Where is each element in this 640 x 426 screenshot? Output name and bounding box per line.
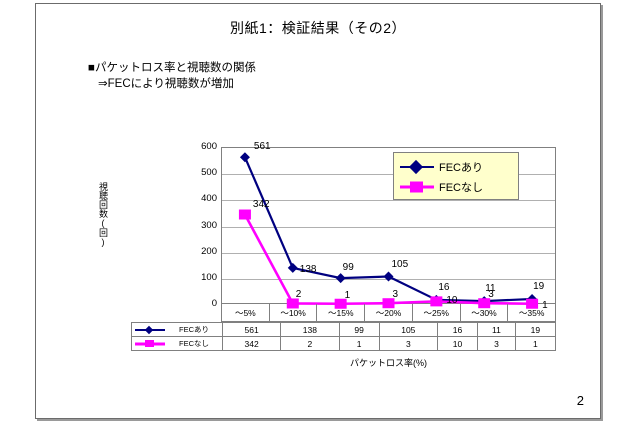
data-point-label: 19 — [533, 281, 545, 293]
legend-item-fec-on: FECあり — [400, 159, 483, 175]
table-cell: 19 — [514, 322, 557, 337]
data-point-label: 342 — [252, 198, 270, 210]
legend-item-fec-off: FECなし — [400, 179, 483, 195]
page-title: 別紙1：検証結果（その2） — [229, 20, 407, 36]
page-number: 2 — [576, 393, 584, 408]
data-point-marker — [430, 296, 443, 307]
table-cell: 11 — [477, 322, 516, 337]
chart-legend: FECあり FECなし — [393, 152, 519, 200]
table-row-label: FECあり — [131, 322, 223, 337]
data-table: FECあり 561 138 99 105 16 11 19 FECなし 342 2 1 3 10 3 1 — [131, 322, 557, 351]
table-row: FECなし 342 2 1 3 10 3 1 — [131, 336, 557, 351]
y-tick-label: 600 — [201, 141, 217, 152]
table-row: FECあり 561 138 99 105 16 11 19 — [131, 322, 557, 337]
table-cell: 16 — [436, 322, 479, 337]
table-cell: 561 — [221, 322, 282, 337]
table-cell: 1 — [514, 336, 557, 351]
y-axis-title: 視聴回数(回) — [98, 182, 108, 247]
data-point-label: 16 — [438, 281, 450, 293]
subtitle-block: ■パケットロス率と視聴数の関係 ⇒FECにより視聴数が増加 — [88, 60, 256, 92]
x-tick-label: ～20% — [365, 304, 413, 321]
data-point-marker — [238, 209, 251, 220]
x-tick-label: ～30% — [461, 304, 509, 321]
x-tick-label: ～10% — [270, 304, 318, 321]
table-cell: 105 — [378, 322, 438, 337]
table-cell: 3 — [477, 336, 516, 351]
gridline — [222, 200, 555, 202]
y-tick-label: 400 — [201, 193, 217, 205]
data-point-label: 99 — [342, 262, 354, 274]
data-point-marker — [239, 152, 250, 163]
data-point-label: 1 — [344, 289, 351, 301]
table-cell: 342 — [221, 336, 282, 351]
table-row-label-text: FECあり — [179, 325, 209, 334]
table-cell: 138 — [280, 322, 340, 337]
table-row-label: FECなし — [131, 336, 223, 351]
data-point-marker — [526, 298, 539, 309]
y-axis-ticks: 0 100 200 300 400 500 600 — [175, 141, 217, 309]
gridline — [222, 226, 555, 228]
data-point-marker — [382, 298, 395, 309]
legend-label: FECなし — [439, 182, 483, 194]
data-point-marker — [335, 273, 346, 284]
table-cell: 1 — [338, 336, 380, 351]
subtitle-line-1: ■パケットロス率と視聴数の関係 — [88, 62, 256, 74]
x-tick-label: ～25% — [413, 304, 461, 321]
y-tick-label: 500 — [201, 167, 217, 179]
y-tick-label: 0 — [211, 298, 217, 309]
x-axis-categories: ～5% ～10% ～15% ～20% ～25% ～30% ～35% — [221, 304, 556, 322]
table-row-label-text: FECなし — [179, 339, 209, 348]
y-tick-label: 300 — [201, 219, 217, 231]
table-cell: 99 — [338, 322, 380, 337]
x-tick-label: ～35% — [518, 307, 545, 318]
x-axis-title: パケットロス率(%) — [350, 358, 427, 368]
table-cell: 2 — [280, 336, 340, 351]
series-overlay — [238, 152, 539, 309]
data-point-label: 1 — [542, 299, 548, 311]
gridline — [222, 174, 555, 176]
data-point-marker — [286, 298, 299, 309]
table-cell: 3 — [378, 336, 438, 351]
table-cell: 10 — [436, 336, 479, 351]
legend-label: FECあり — [439, 162, 483, 174]
y-tick-label: 100 — [201, 271, 217, 283]
y-tick-label: 200 — [201, 245, 217, 257]
x-tick-label: ～5% — [222, 304, 270, 321]
x-tick-label: ～15% — [317, 304, 366, 321]
diamond-marker-icon — [400, 159, 434, 175]
data-point-marker — [287, 262, 298, 273]
line-chart: 視聴回数(回) 0 100 200 300 400 500 600 561 138 99 105 1… — [98, 134, 591, 374]
data-point-marker — [478, 298, 491, 309]
data-point-marker — [334, 298, 347, 309]
data-point-label: 11 — [485, 283, 496, 295]
data-point-label: 3 — [488, 289, 494, 301]
data-point-label: 3 — [392, 289, 399, 301]
data-point-label: 10 — [446, 295, 458, 307]
subtitle-line-2: ⇒FECにより視聴数が増加 — [98, 78, 234, 90]
square-marker-icon — [135, 340, 165, 347]
data-point-marker — [383, 271, 394, 282]
data-point-label: 2 — [295, 289, 302, 301]
square-marker-icon — [400, 181, 434, 193]
data-point-label: 105 — [391, 258, 409, 270]
diamond-marker-icon — [135, 325, 165, 334]
gridline — [222, 252, 555, 254]
data-point-label: 561 — [253, 141, 271, 153]
slide-frame: 別紙1：検証結果（その2） ■パケットロス率と視聴数の関係 ⇒FECにより視聴数… — [35, 3, 601, 419]
data-point-label: 138 — [299, 263, 317, 275]
